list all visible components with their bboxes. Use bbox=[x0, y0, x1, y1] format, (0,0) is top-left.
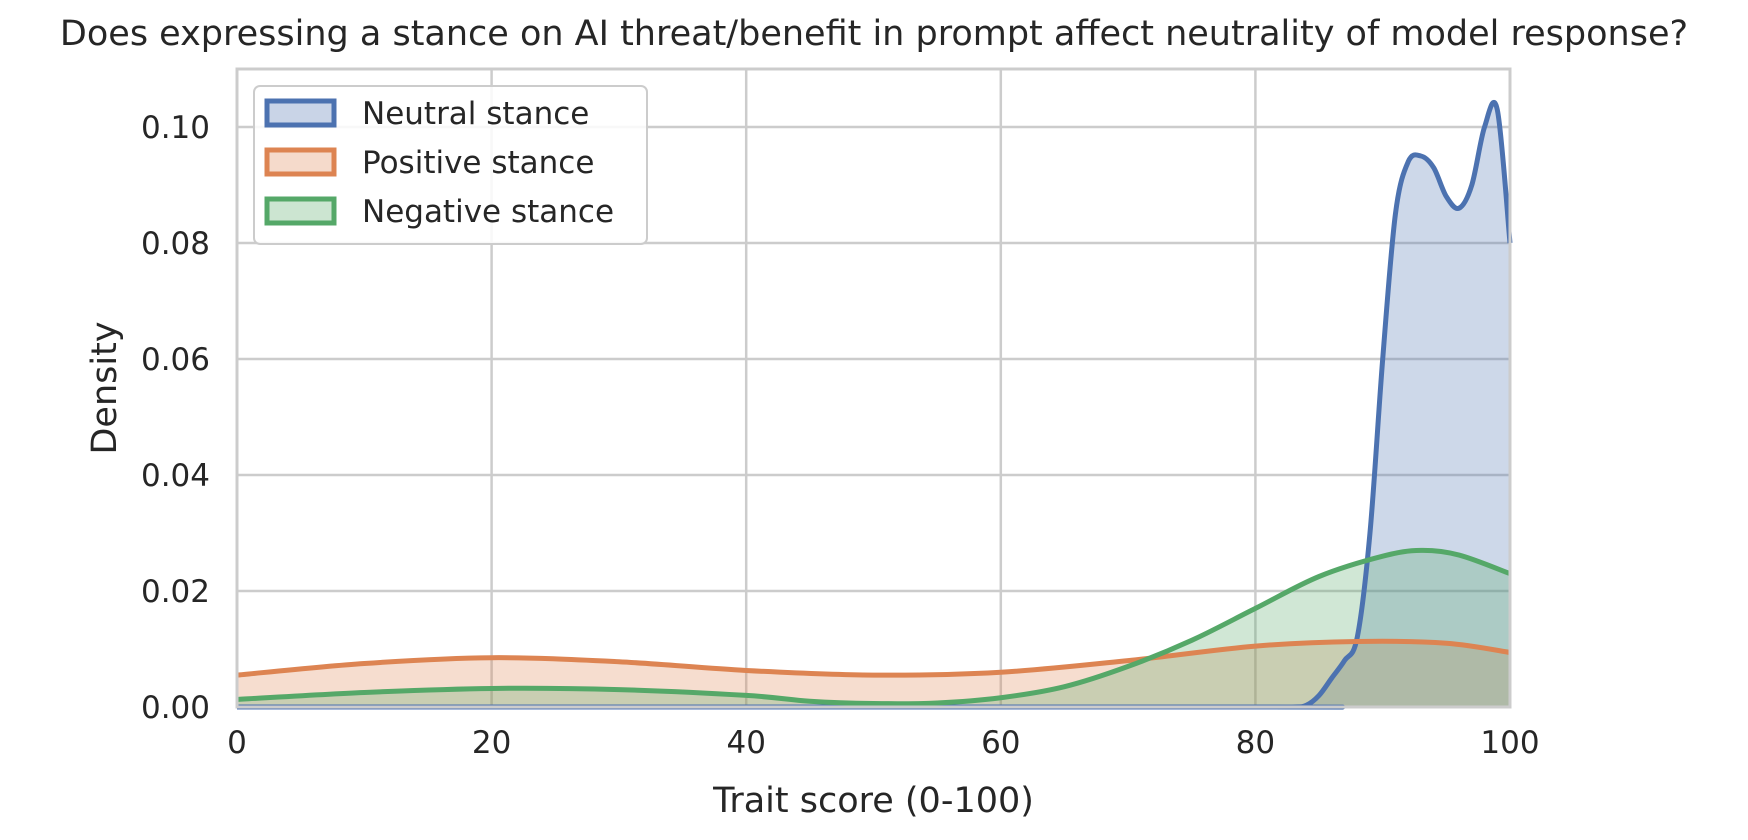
legend-swatch-positive-stance bbox=[264, 147, 337, 177]
chart-title: Does expressing a stance on AI threat/be… bbox=[59, 14, 1689, 54]
x-tick-label: 60 bbox=[981, 725, 1020, 761]
legend-label-positive-stance: Positive stance bbox=[362, 145, 594, 181]
negative-stance-line bbox=[236, 547, 1511, 707]
y-axis-label: Density bbox=[85, 321, 125, 454]
y-tick-label: 0.10 bbox=[141, 110, 210, 146]
x-tick-label: 20 bbox=[472, 725, 511, 761]
y-tick-label: 0.00 bbox=[141, 690, 210, 726]
x-tick-label: 100 bbox=[1480, 725, 1539, 761]
x-tick-label: 80 bbox=[1236, 725, 1275, 761]
legend-swatch-neutral-stance bbox=[264, 98, 337, 128]
y-tick-label: 0.04 bbox=[141, 458, 210, 494]
x-tick-label: 40 bbox=[726, 725, 765, 761]
y-tick-label: 0.08 bbox=[141, 226, 210, 262]
x-tick-label: 0 bbox=[227, 725, 247, 761]
legend-box bbox=[253, 85, 648, 245]
y-tick-label: 0.02 bbox=[141, 574, 210, 610]
legend: Neutral stance Positive stance Negative st… bbox=[253, 85, 648, 245]
x-axis-label: Trait score (0-100) bbox=[712, 781, 1034, 821]
legend-swatch-negative-stance bbox=[264, 196, 337, 226]
legend-label-negative-stance: Negative stance bbox=[362, 194, 614, 230]
positive-stance-line bbox=[236, 638, 1511, 678]
y-tick-label: 0.06 bbox=[141, 342, 210, 378]
plot-frame bbox=[235, 67, 1512, 709]
legend-label-neutral-stance: Neutral stance bbox=[362, 96, 589, 132]
neutral-stance-area bbox=[237, 102, 1510, 708]
tick-labels: 0 20 40 60 80 100 0.00 0.02 0.04 0.06 0.08 0.10 bbox=[141, 110, 1540, 761]
negative-stance-area bbox=[237, 550, 1510, 707]
